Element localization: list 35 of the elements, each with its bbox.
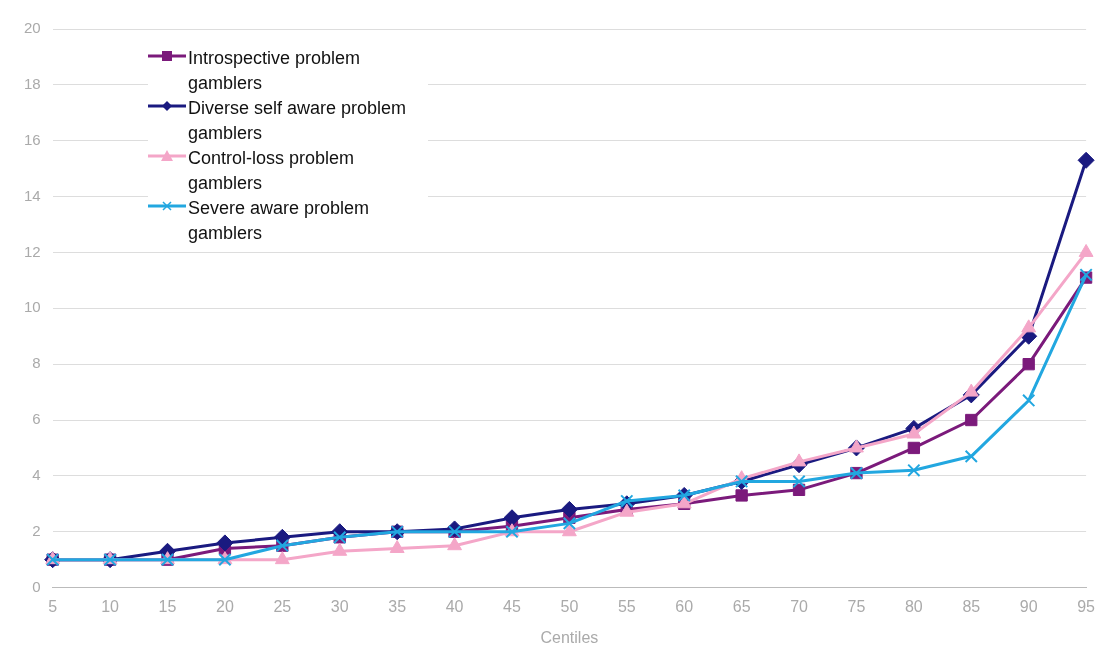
x-tick-label: 85	[962, 597, 981, 615]
x-tick-label: 75	[847, 597, 866, 615]
y-tick-label: 12	[24, 242, 41, 260]
y-tick-label: 16	[24, 130, 41, 148]
y-tick-label: 20	[24, 19, 41, 37]
x-tick-label: 95	[1077, 597, 1096, 615]
y-tick-label: 0	[32, 577, 41, 595]
x-tick-label: 5	[48, 597, 58, 615]
y-tick-label: 18	[24, 75, 41, 92]
x-tick-label: 70	[790, 597, 809, 615]
legend-label: Diverse self aware problem gamblers	[188, 97, 408, 145]
x-tick-label: 65	[732, 597, 751, 615]
x-tick-label: 80	[904, 597, 923, 615]
x-tick-label: 50	[560, 597, 579, 615]
y-tick-label: 14	[24, 186, 41, 204]
y-tick-label: 4	[32, 466, 41, 484]
x-tick-label: 30	[330, 597, 349, 615]
y-tick-label: 2	[32, 521, 41, 539]
legend-label: Severe aware problem gamblers	[188, 197, 371, 245]
x-tick-label: 40	[445, 597, 464, 615]
x-tick-label: 15	[158, 597, 177, 615]
x-axis-title: Centiles	[540, 628, 599, 646]
x-tick-label: 60	[675, 597, 694, 615]
y-tick-label: 8	[32, 354, 41, 372]
x-tick-label: 25	[273, 597, 292, 615]
legend-label: Control-loss problem gamblers	[188, 147, 356, 195]
legend-label: Introspective problem gamblers	[188, 47, 362, 95]
y-tick-label: 10	[24, 298, 41, 316]
x-tick-label: 35	[388, 597, 407, 615]
x-tick-label: 20	[216, 597, 234, 615]
x-tick-label: 55	[617, 597, 636, 615]
x-tick-label: 45	[503, 597, 521, 615]
x-tick-label: 90	[1019, 597, 1038, 615]
y-tick-label: 6	[32, 410, 41, 428]
x-tick-label: 10	[101, 597, 120, 615]
